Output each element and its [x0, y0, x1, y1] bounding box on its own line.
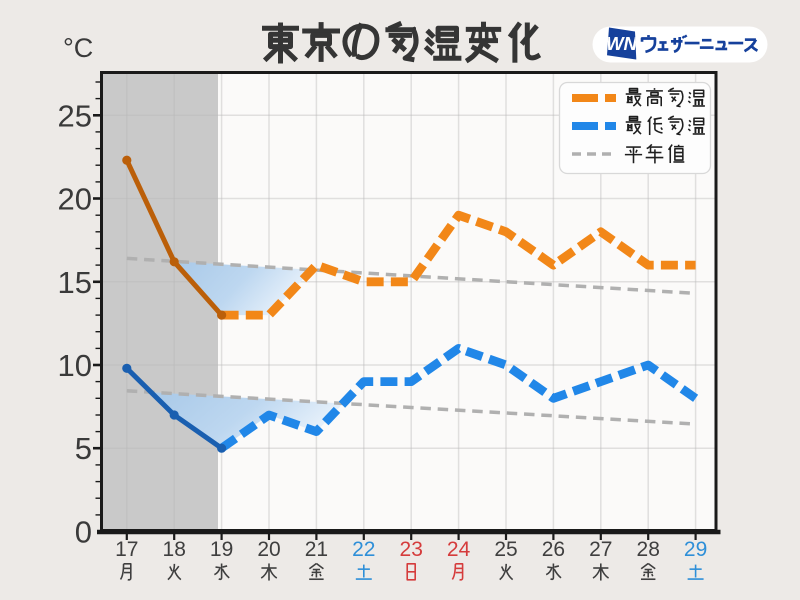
- svg-text:27: 27: [589, 538, 612, 561]
- svg-text:20: 20: [58, 182, 92, 217]
- svg-text:21: 21: [305, 538, 328, 561]
- svg-text:29: 29: [684, 538, 707, 561]
- svg-text:17: 17: [115, 538, 138, 561]
- svg-text:24: 24: [447, 538, 471, 561]
- svg-text:25: 25: [58, 98, 92, 133]
- svg-text:23: 23: [400, 538, 423, 561]
- svg-text:15: 15: [58, 265, 92, 300]
- svg-text:WN: WN: [606, 33, 637, 54]
- svg-text:26: 26: [542, 538, 565, 561]
- svg-text:10: 10: [58, 348, 92, 383]
- svg-text:19: 19: [210, 538, 233, 561]
- svg-text:28: 28: [637, 538, 660, 561]
- svg-text:0: 0: [75, 515, 92, 550]
- svg-text:18: 18: [163, 538, 186, 561]
- svg-text:°C: °C: [63, 33, 93, 63]
- svg-text:5: 5: [75, 431, 92, 466]
- svg-text:22: 22: [352, 538, 375, 561]
- svg-text:20: 20: [257, 538, 280, 561]
- svg-text:25: 25: [494, 538, 517, 561]
